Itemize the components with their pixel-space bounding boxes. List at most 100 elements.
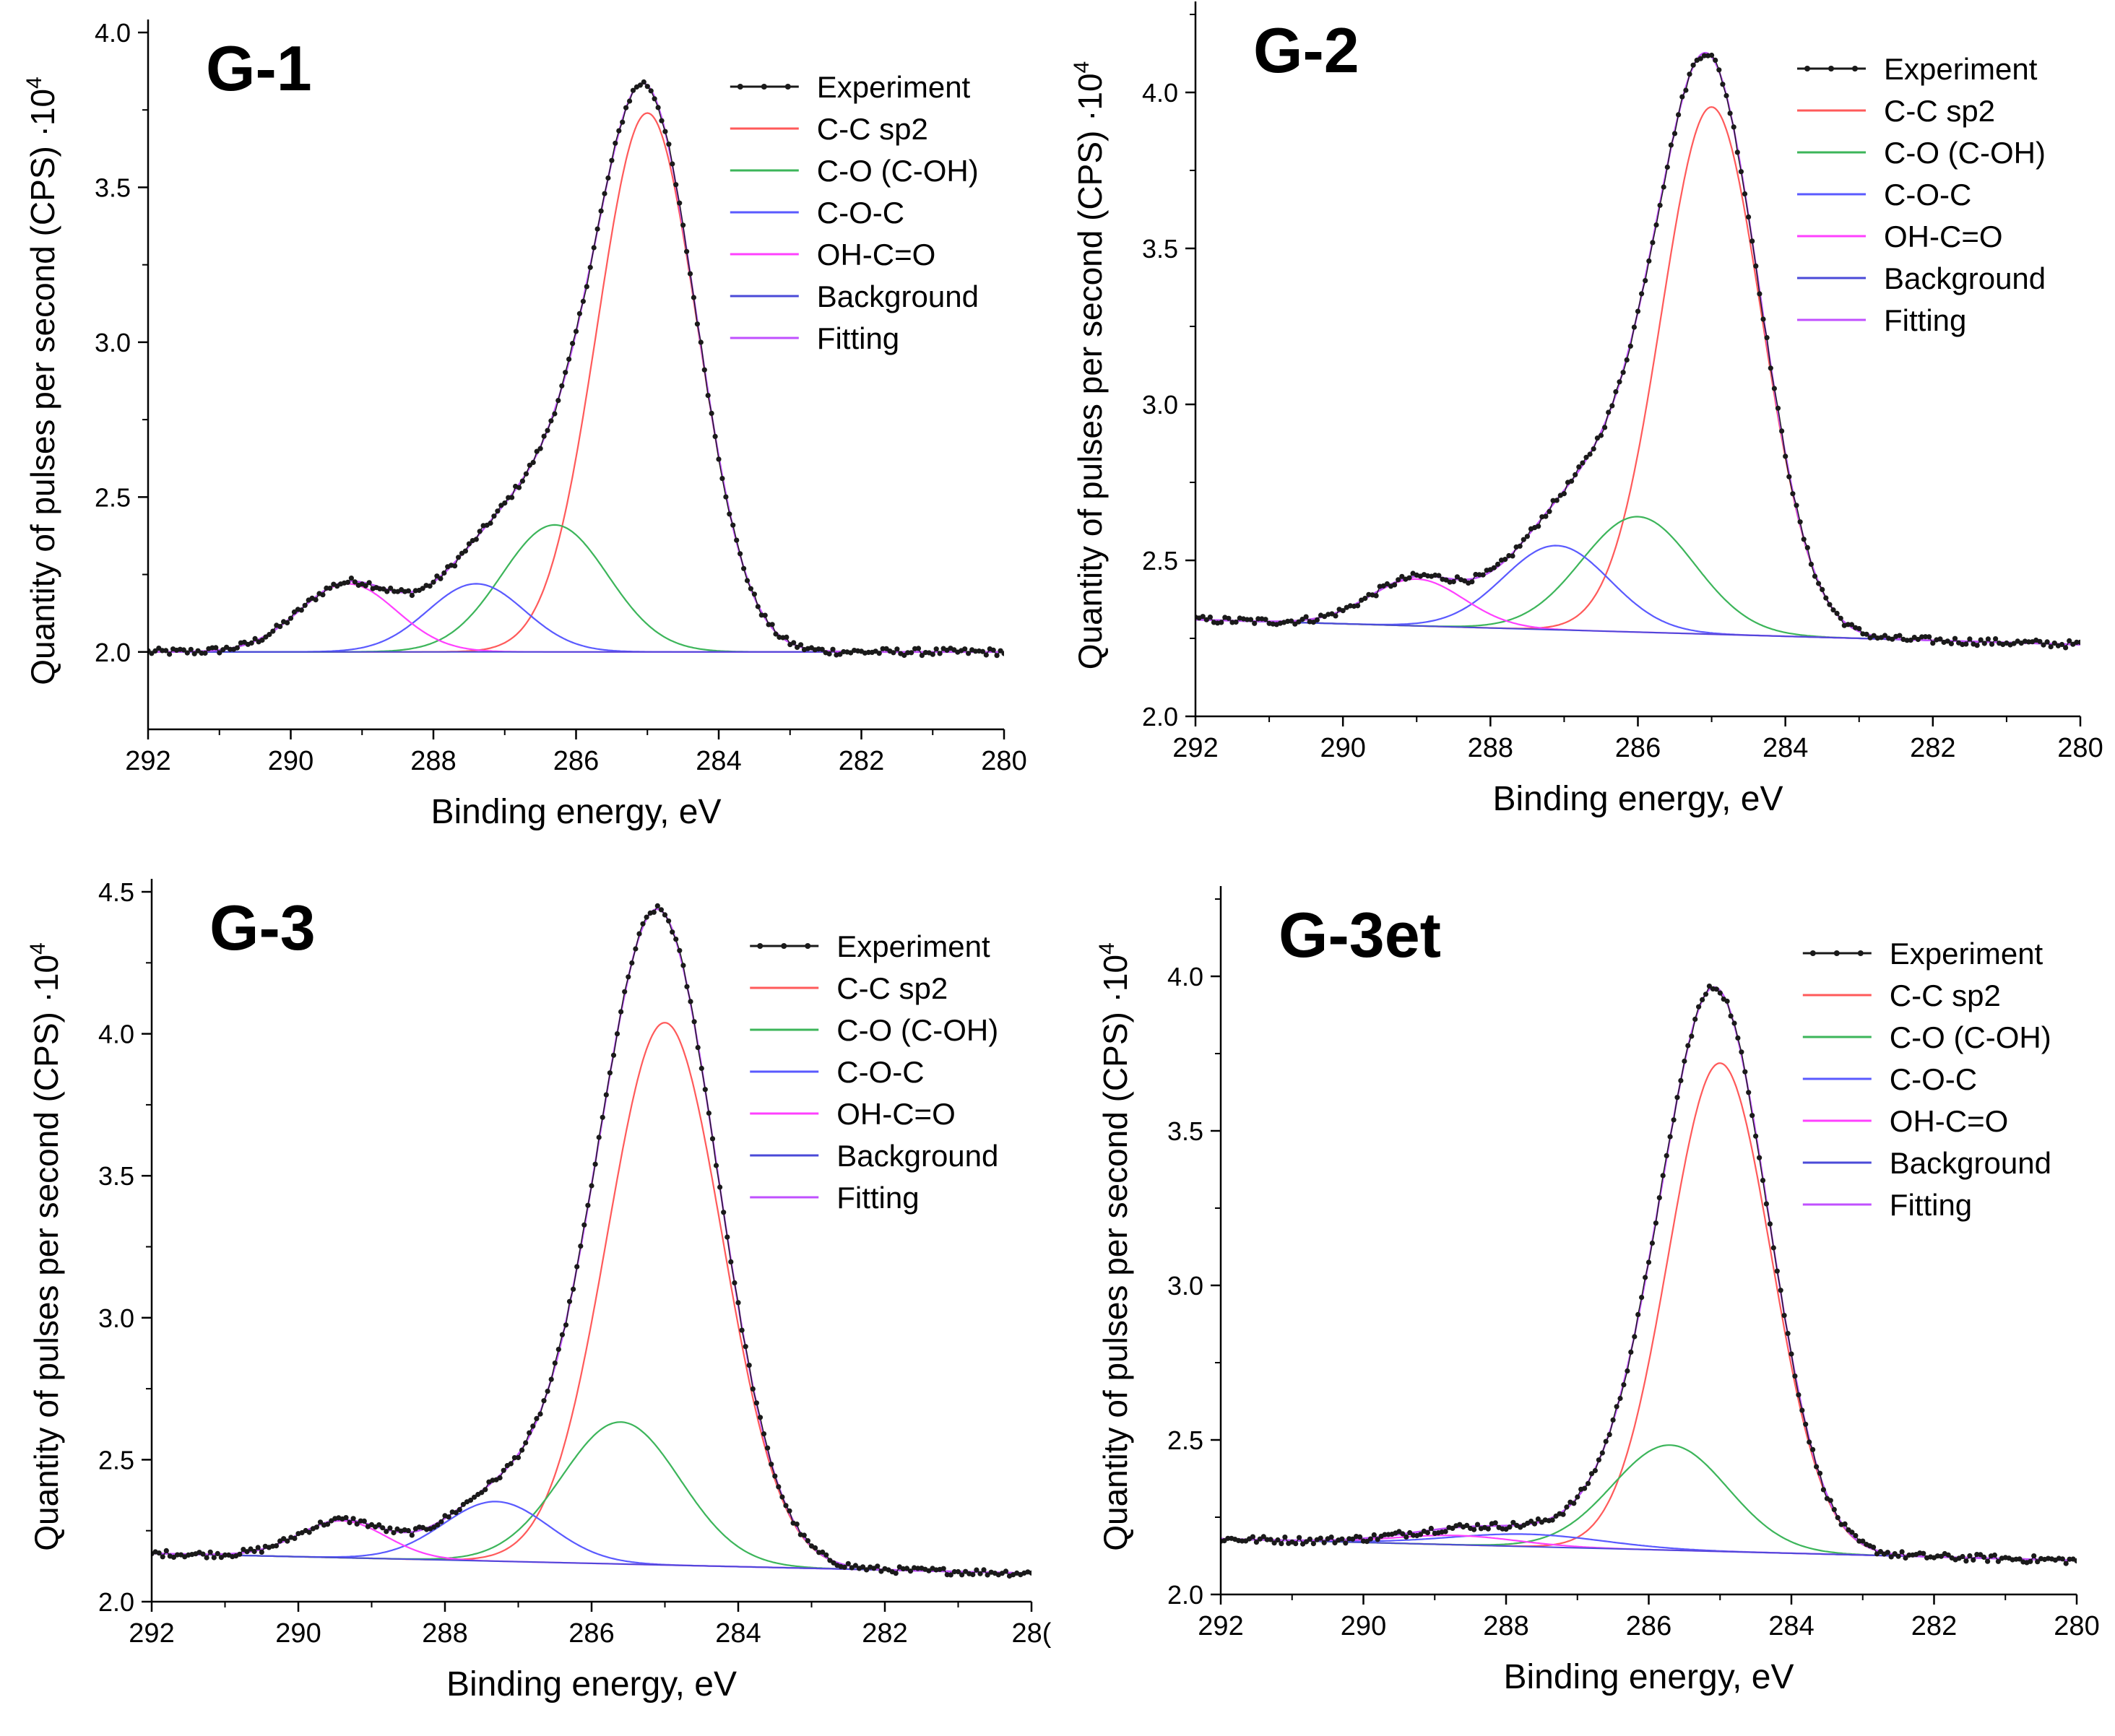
experiment-point [705,393,711,399]
experiment-point [427,583,433,589]
y-axis-label-exponent: 4 [1070,61,1094,74]
experiment-point [1727,110,1733,116]
experiment-point [1248,617,1254,622]
experiment-point [1653,222,1659,228]
experiment-point [801,1532,807,1538]
experiment-point [1697,56,1703,61]
y-tick-label: 2.0 [95,638,131,667]
experiment-point [181,647,186,653]
experiment-point [677,200,683,206]
experiment-point [769,622,775,628]
experiment-point [1923,634,1929,640]
experiment-point [298,607,304,613]
legend-label: OH-C=O [836,1097,956,1131]
experiment-point [1919,634,1925,640]
experiment-point [826,651,832,657]
plot-area [1195,51,2080,651]
experiment-point [687,271,693,277]
experiment-point [1828,1498,1833,1503]
experiment-point [1985,636,1991,642]
experiment-point [1560,1511,1566,1517]
experiment-point [1834,610,1840,617]
experiment-point [2067,638,2072,644]
experiment-point [990,647,996,653]
x-axis-label: Binding energy, eV [1492,780,1783,818]
plot-area [152,903,1031,1579]
experiment-point [1602,425,1608,430]
chart-panel-g-2: 292 290 288 286 284 282 280 2.0 2.5 3.0 3.5 4.0 Bind… [1070,1,2103,818]
experiment-point [1310,1541,1316,1547]
experiment-point [1207,615,1213,620]
experiment-point [1683,87,1689,93]
experiment-point [167,651,173,657]
experiment-point [191,651,197,656]
experiment-point [563,370,568,376]
experiment-point [1282,1535,1288,1540]
experiment-point [998,648,1003,654]
experiment-point [1252,620,1258,626]
experiment-point [420,586,425,591]
y-tick-label: 2.5 [1167,1425,1203,1455]
experiment-point [1328,1535,1334,1540]
experiment-point [466,541,472,547]
experiment-point [1606,1432,1612,1438]
experiment-point [1554,498,1560,503]
legend-label: Experiment [1884,52,2038,86]
legend-label: C-O-C [817,196,904,230]
experiment-point [552,411,558,417]
experiment-point [251,1548,257,1555]
experiment-point [1763,1201,1769,1207]
experiment-point [1531,1521,1538,1527]
experiment-point [1696,1004,1702,1010]
experiment-point [1203,617,1209,622]
legend-label: C-O (C-OH) [836,1013,998,1047]
experiment-point [1864,631,1869,637]
experiment-point [1778,1288,1783,1293]
x-tick-label: 280 [981,746,1026,776]
experiment-point [453,1510,459,1516]
experiment-point [627,98,633,104]
experiment-point [325,1522,331,1527]
experiment-point [662,129,668,134]
experiment-point [354,1521,360,1527]
experiment-point [585,1202,591,1208]
experiment-point [609,157,615,163]
experiment-point [472,1494,477,1500]
experiment-point [626,974,631,980]
legend: Experiment C-C sp2 C-O (C-OH) C-O-C OH-C=O Ba… [1797,52,2046,337]
experiment-point [452,563,458,569]
curve-oh-c-o [148,583,1004,653]
experiment-point [662,912,668,918]
experiment-point [1575,1494,1580,1500]
experiment-point [215,1550,220,1556]
experiment-point [438,576,444,581]
experiment-point [1571,1501,1577,1506]
legend-label: C-C sp2 [836,971,948,1005]
experiment-point [1734,149,1740,155]
experiment-point [1649,1240,1655,1246]
experiment-point [552,1360,558,1366]
experiment-point [1713,57,1718,63]
experiment-point [613,140,618,146]
experiment-point [1786,474,1792,479]
chart-panel-g-3et: 292 290 288 286 284 282 280 2.0 2.5 3.0 3.5 4.0 Bind… [1095,886,2100,1696]
experiment-point [1801,537,1807,542]
experiment-point [2063,1561,2069,1566]
experiment-point [1371,1532,1377,1538]
y-tick-label: 2.5 [1142,546,1178,576]
experiment-point [1384,581,1390,587]
experiment-point [1244,617,1250,622]
experiment-point [495,508,501,514]
experiment-point [983,652,989,658]
experiment-point [1250,1534,1255,1540]
experiment-point [457,1506,462,1513]
experiment-point [1614,1404,1619,1410]
experiment-point [584,284,589,290]
experiment-point [691,1019,697,1025]
experiment-point [1355,603,1361,609]
experiment-point [1357,1534,1363,1540]
experiment-point [1978,637,1984,643]
x-tick-label: 284 [696,746,741,776]
experiment-point [501,1467,506,1473]
experiment-point [1731,124,1736,130]
